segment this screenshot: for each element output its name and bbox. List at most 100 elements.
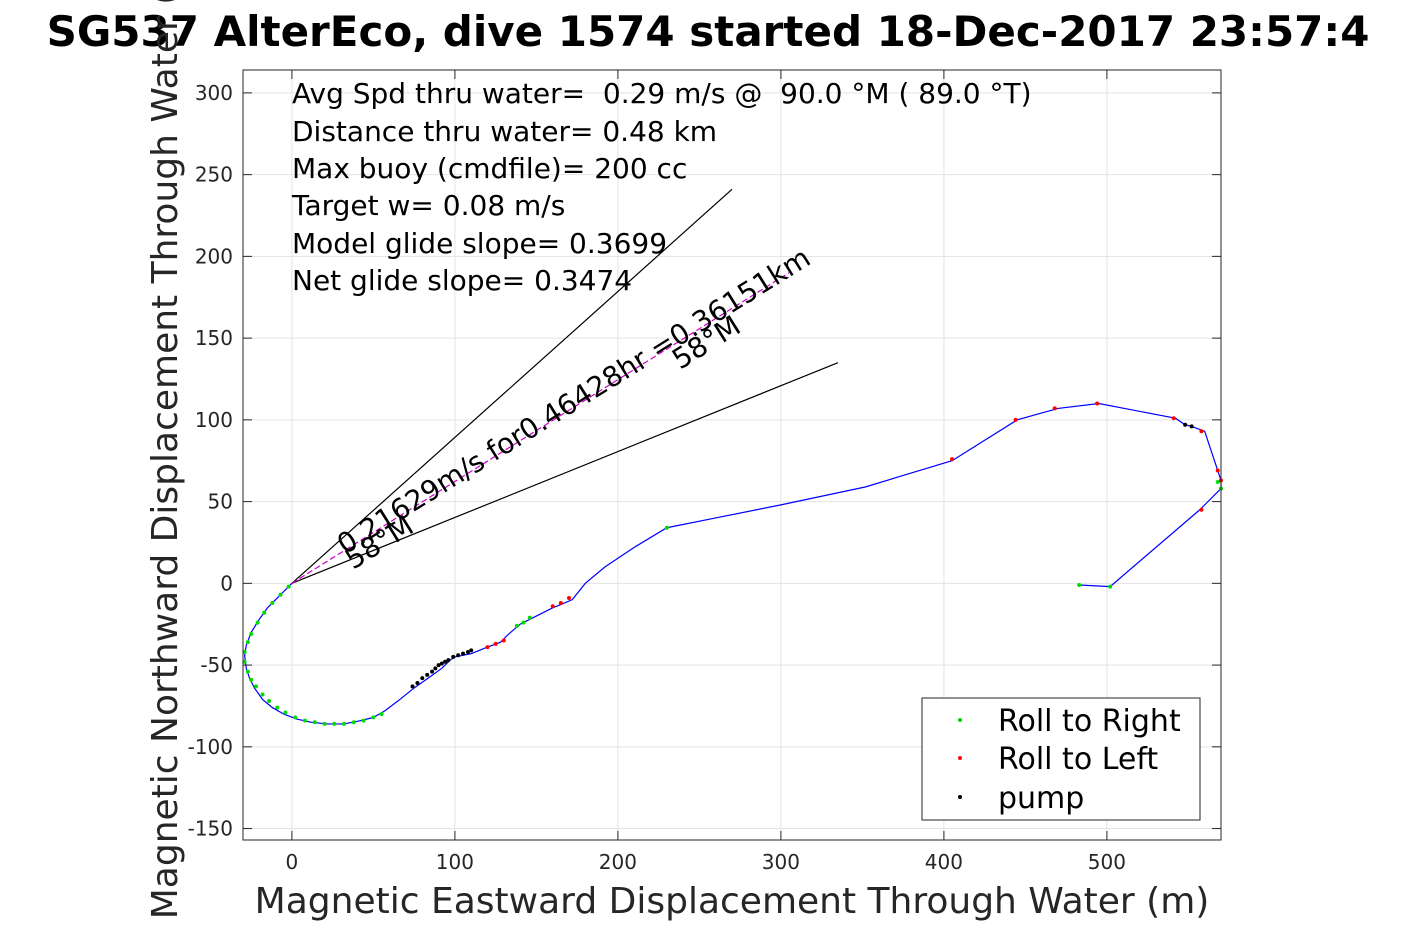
pump-point (469, 648, 474, 653)
legend-marker-pump (958, 795, 962, 799)
roll-right-point (293, 715, 298, 720)
roll-right-point (361, 718, 366, 723)
legend-marker-roll-left (958, 756, 962, 760)
legend-label-roll-left: Roll to Left (998, 742, 1158, 777)
heading-bound-line (291, 188, 733, 584)
info-avg-speed: Avg Spd thru water= 0.29 m/s @ 90.0 °M (… (292, 77, 1032, 110)
roll-right-point (242, 659, 247, 664)
y-tick-label: 250 (195, 163, 233, 187)
roll-left-point (550, 604, 555, 609)
pump-point (1183, 422, 1188, 427)
roll-left-point (558, 600, 563, 605)
roll-right-point (249, 632, 254, 637)
roll-left-point (1013, 417, 1018, 422)
pump-point (415, 681, 420, 686)
roll-left-point (1215, 468, 1220, 473)
y-tick-label: -100 (188, 735, 233, 759)
roll-right-point (342, 721, 347, 726)
x-tick-label: 300 (762, 850, 800, 874)
roll-right-point (245, 640, 250, 645)
axis-ticks: 0 100 200 300 400 500 -150 -100 -50 0 50 100 150 200 2… (188, 70, 1221, 874)
info-distance: Distance thru water= 0.48 km (292, 115, 717, 148)
roll-right-point (262, 610, 267, 615)
x-tick-label: 500 (1088, 850, 1126, 874)
pump-point (436, 663, 441, 668)
roll-left-point (950, 457, 955, 462)
heading-bound-line (291, 362, 839, 584)
roll-right-point (1077, 582, 1082, 587)
roll-right-point (260, 692, 265, 697)
y-axis-label: Magnetic Northward Displacement Through … (145, 0, 186, 919)
pump-point (433, 666, 438, 671)
info-max-buoy: Max buoy (cmdfile)= 200 cc (292, 152, 687, 185)
roll-left-point (1199, 429, 1204, 434)
pump-point (1189, 424, 1194, 429)
chart-title: SG537 AlterEco, dive 1574 started 18-Dec… (47, 7, 1370, 56)
pump-point (430, 669, 435, 674)
roll-right-point (514, 623, 519, 628)
y-tick-label: 50 (208, 490, 233, 514)
roll-right-point (267, 699, 272, 704)
heading-lines (291, 188, 839, 584)
roll-right-point (275, 705, 280, 710)
roll-right-point (286, 584, 291, 589)
grid (243, 70, 1221, 840)
pump-point (456, 653, 461, 658)
y-tick-label: 100 (195, 408, 233, 432)
roll-left-point (493, 641, 498, 646)
legend-marker-roll-right (958, 718, 962, 722)
roll-left-point (501, 638, 506, 643)
roll-right-point (371, 715, 376, 720)
roll-right-point (242, 649, 247, 654)
heading-mean-line (291, 272, 790, 584)
roll-left-point (485, 645, 490, 650)
roll-left-point (1171, 416, 1176, 421)
legend-box (921, 697, 1201, 821)
y-tick-label: 300 (195, 81, 233, 105)
pump-point (451, 654, 456, 659)
pump-point (443, 659, 448, 664)
x-tick-label: 200 (599, 850, 637, 874)
roll-right-point (1215, 479, 1220, 484)
plot-frame (242, 69, 1222, 841)
roll-left-point (1095, 401, 1100, 406)
pump-point (461, 651, 466, 656)
info-model-glide-slope: Model glide slope= 0.3699 (292, 227, 667, 260)
x-axis-label: Magnetic Eastward Displacement Through W… (255, 881, 1210, 922)
legend-label-pump: pump (998, 781, 1084, 816)
roll-right-point (254, 684, 259, 689)
roll-right-point (249, 677, 254, 682)
roll-right-point (302, 718, 307, 723)
x-tick-label: 100 (436, 850, 474, 874)
roll-right-point (278, 592, 283, 597)
roll-right-point (1108, 584, 1113, 589)
legend: Roll to Right Roll to Left pump (921, 697, 1201, 821)
x-tick-label: 0 (286, 850, 299, 874)
y-tick-label: 200 (195, 244, 233, 268)
pump-point (439, 661, 444, 666)
track-markers (242, 401, 1223, 726)
roll-left-point (1052, 406, 1057, 411)
roll-right-point (245, 669, 250, 674)
roll-right-point (255, 620, 260, 625)
legend-label-roll-right: Roll to Right (998, 704, 1181, 739)
y-tick-label: -50 (200, 653, 233, 677)
info-block: Avg Spd thru water= 0.29 m/s @ 90.0 °M (… (291, 77, 1032, 297)
x-tick-label: 400 (925, 850, 963, 874)
roll-right-point (270, 600, 275, 605)
roll-right-point (332, 721, 337, 726)
pump-point (420, 676, 425, 681)
roll-right-point (312, 720, 317, 725)
roll-right-point (351, 720, 356, 725)
info-net-glide-slope: Net glide slope= 0.3474 (292, 264, 632, 297)
info-target-w: Target w= 0.08 m/s (291, 189, 565, 222)
roll-right-point (521, 620, 526, 625)
roll-right-point (322, 721, 327, 726)
pump-point (410, 684, 415, 689)
roll-right-point (283, 710, 288, 715)
y-tick-label: 0 (220, 571, 233, 595)
pump-point (465, 649, 470, 654)
roll-right-point (527, 615, 532, 620)
roll-right-point (664, 525, 669, 530)
